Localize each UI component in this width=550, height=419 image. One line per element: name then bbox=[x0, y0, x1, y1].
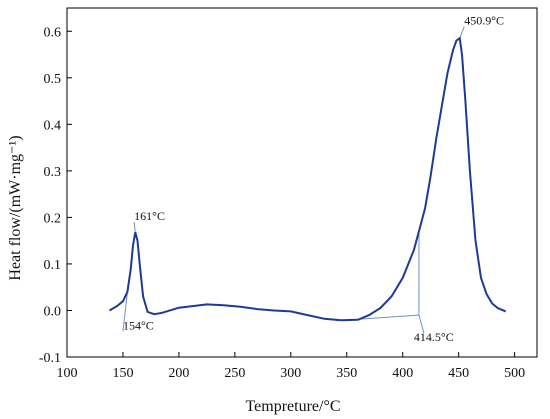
annotation-leader bbox=[418, 314, 425, 334]
y-tick-label: 0.4 bbox=[44, 118, 62, 133]
x-axis-ticks: 100 150 200 250 300 350 400 450 500 bbox=[57, 352, 525, 381]
y-tick-label: -0.1 bbox=[39, 351, 61, 366]
x-tick-label: 450 bbox=[448, 366, 469, 381]
annotation-leader bbox=[133, 221, 136, 233]
x-tick-label: 400 bbox=[392, 366, 413, 381]
heat-flow-curve bbox=[108, 36, 507, 322]
annotation-label: 161°C bbox=[134, 209, 165, 223]
x-tick-label: 150 bbox=[112, 366, 133, 381]
y-axis-ticks: -0.1 0.0 0.1 0.2 0.3 0.4 0.5 0.6 bbox=[39, 25, 72, 366]
x-tick-label: 300 bbox=[280, 366, 301, 381]
x-tick-label: 200 bbox=[168, 366, 189, 381]
plot-frame bbox=[66, 7, 538, 358]
y-tick-label: 0.5 bbox=[44, 72, 62, 87]
x-axis-title: Tempreture/°C bbox=[245, 398, 340, 415]
annotation-leader bbox=[459, 26, 465, 39]
y-tick-label: 0.0 bbox=[44, 304, 62, 319]
x-tick-label: 100 bbox=[57, 366, 78, 381]
y-tick-label: 0.1 bbox=[44, 258, 62, 273]
y-tick-label: 0.6 bbox=[44, 25, 62, 40]
annotation-label: 414.5°C bbox=[414, 330, 454, 344]
annotation-label: 450.9°C bbox=[464, 14, 504, 28]
y-tick-label: 0.3 bbox=[44, 165, 62, 180]
x-tick-label: 500 bbox=[504, 366, 525, 381]
annotation-label: 154°C bbox=[123, 318, 154, 332]
plot-border bbox=[66, 7, 538, 358]
annotation-labels: 161°C 154°C 414.5°C 450.9°C bbox=[123, 14, 504, 344]
annotation-leader bbox=[122, 291, 128, 332]
y-tick-label: 0.2 bbox=[44, 211, 62, 226]
x-tick-label: 250 bbox=[224, 366, 245, 381]
x-tick-label: 350 bbox=[336, 366, 357, 381]
y-axis-title: Heat flow/(mW·mg⁻¹) bbox=[7, 135, 24, 280]
annotation-leaders bbox=[122, 26, 465, 334]
